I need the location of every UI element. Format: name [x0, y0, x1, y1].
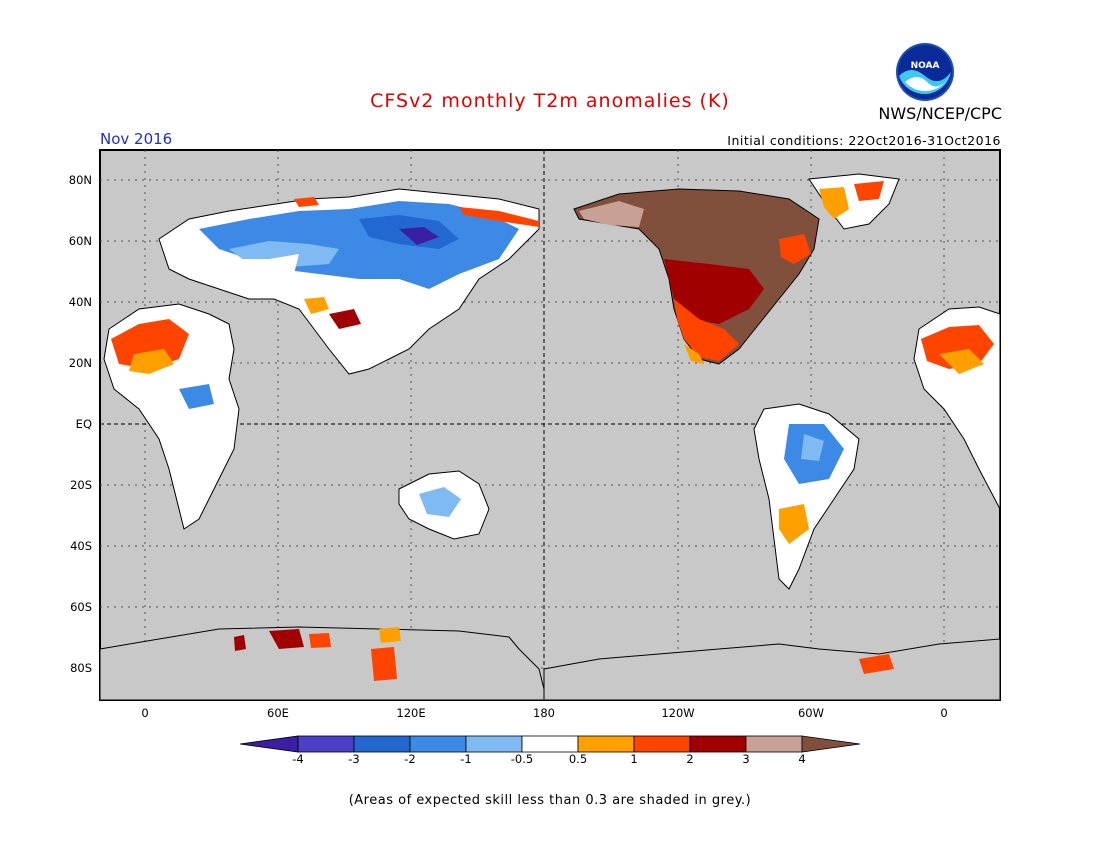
- legend-label-4: 4: [798, 752, 806, 766]
- lat-label-20n: 20N: [68, 356, 92, 370]
- legend-label-2: 2: [686, 752, 694, 766]
- lat-label-80n: 80N: [68, 173, 92, 187]
- initial-conditions: Initial conditions: 22Oct2016-31Oct2016: [727, 133, 1001, 148]
- skill-footnote: (Areas of expected skill less than 0.3 a…: [348, 793, 752, 808]
- lon-label-180: 180: [533, 706, 555, 720]
- legend-swatch-05-1: [577, 735, 635, 753]
- legend-label-3: 3: [742, 752, 750, 766]
- australia: [398, 470, 490, 540]
- antarctica: [99, 626, 1001, 701]
- legend-swatch-minus1-minus05: [465, 735, 523, 753]
- lat-label-80s: 80S: [70, 661, 92, 675]
- lon-label-60e: 60E: [267, 706, 289, 720]
- lon-label-120e: 120E: [396, 706, 426, 720]
- lat-label-40n: 40N: [68, 295, 92, 309]
- legend-label-minus2: -2: [404, 752, 416, 766]
- africa-repeat: [913, 306, 1001, 510]
- lat-label-40s: 40S: [70, 539, 92, 553]
- legend-swatch-minus2-minus1: [409, 735, 467, 753]
- legend-swatch-3-4: [745, 735, 803, 753]
- lat-label-60n: 60N: [68, 234, 92, 248]
- lon-label-0: 0: [141, 706, 149, 720]
- greenland: [808, 173, 900, 230]
- forecast-month: Nov 2016: [100, 130, 173, 148]
- lon-label-60w: 60W: [797, 706, 824, 720]
- legend-label-1: 1: [630, 752, 638, 766]
- chart-title: CFSv2 monthly T2m anomalies (K): [370, 90, 730, 112]
- legend-label-05: 0.5: [568, 752, 588, 766]
- noaa-logo: NOAA: [896, 43, 954, 101]
- svg-text:NOAA: NOAA: [911, 61, 940, 71]
- lon-label-0-east: 0: [940, 706, 948, 720]
- legend-swatch-minus3-minus2: [353, 735, 411, 753]
- legend-swatch-minus05-05: [521, 735, 579, 753]
- south-america: [753, 403, 860, 590]
- legend-swatch-2-3: [689, 735, 747, 753]
- lat-label-eq: EQ: [75, 417, 92, 431]
- legend-label-minus05: -0.5: [510, 752, 534, 766]
- organization-label: NWS/NCEP/CPC: [878, 104, 1002, 123]
- legend-swatch-below-minus4: [239, 735, 299, 753]
- africa: [103, 303, 240, 530]
- color-legend-bar: [239, 735, 861, 753]
- legend-swatch-above-4: [801, 735, 861, 753]
- equator-and-dateline: [100, 150, 1000, 700]
- anomaly-map: [99, 149, 1001, 701]
- north-america: [573, 188, 820, 365]
- legend-swatch-1-2: [633, 735, 691, 753]
- legend-swatch-minus4-minus3: [297, 735, 355, 753]
- lat-label-20s: 20S: [70, 478, 92, 492]
- legend-label-minus4: -4: [292, 752, 304, 766]
- eurasia: [158, 188, 540, 375]
- legend-label-minus3: -3: [348, 752, 360, 766]
- lon-label-120w: 120W: [661, 706, 695, 720]
- lat-label-60s: 60S: [70, 600, 92, 614]
- legend-label-minus1: -1: [460, 752, 472, 766]
